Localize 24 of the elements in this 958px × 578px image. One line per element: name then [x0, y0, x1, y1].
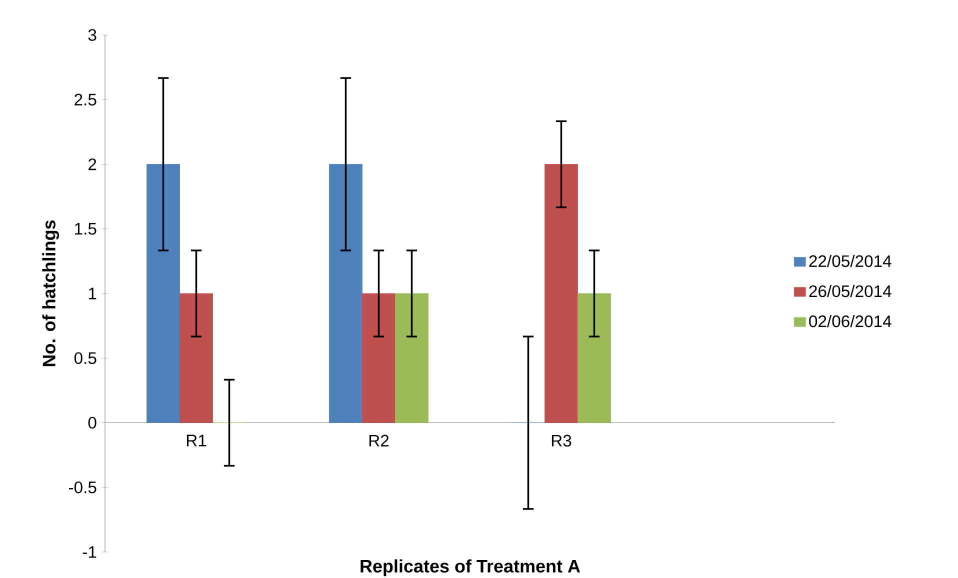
legend-label: 02/06/2014	[809, 314, 892, 328]
y-tick-label: 3	[88, 29, 96, 41]
bar	[395, 293, 428, 423]
bar	[362, 293, 396, 423]
bar	[329, 164, 362, 423]
y-tick-label: -1	[82, 546, 96, 558]
legend-label: 26/05/2014	[809, 284, 892, 298]
y-tick-label: 2	[88, 158, 96, 170]
x-tick-label: R3	[552, 434, 572, 447]
x-tick-label: R1	[186, 434, 206, 446]
y-tick-label: -0.5	[68, 481, 96, 494]
y-tick-label: 1.5	[75, 223, 96, 235]
legend-label: 22/05/2014	[809, 254, 892, 268]
bar	[180, 293, 213, 423]
y-tick-label: 0.5	[74, 352, 96, 364]
y-tick-label: 1	[88, 288, 96, 300]
x-tick-label: R2	[369, 434, 389, 446]
y-axis-title: No. of hatchlings	[42, 220, 60, 366]
bar	[578, 293, 611, 423]
bar	[146, 164, 180, 423]
x-axis-title: Replicates of Treatment A	[360, 559, 580, 576]
y-tick-label: 0	[88, 416, 96, 429]
y-tick-label: 2.5	[74, 94, 96, 106]
bar	[544, 164, 578, 423]
